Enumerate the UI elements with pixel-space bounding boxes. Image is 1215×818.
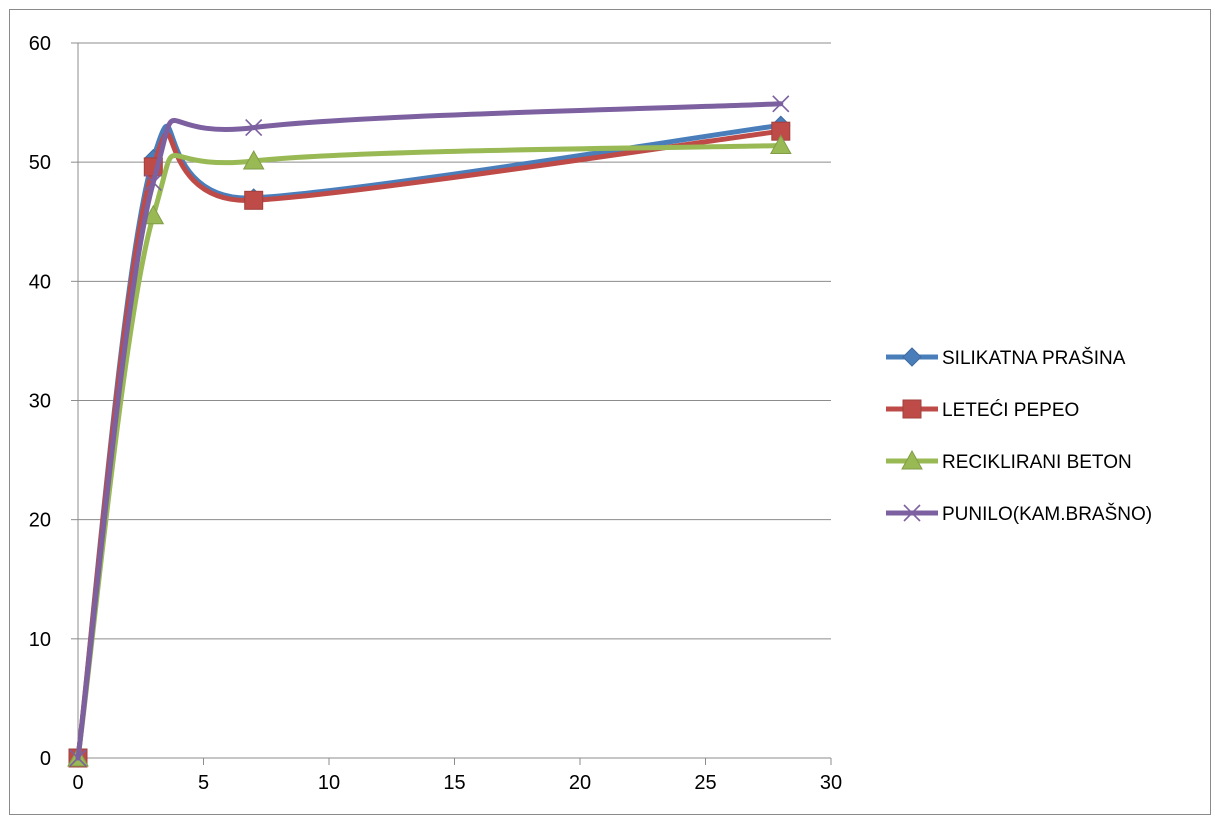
legend-label: SILIKATNA PRAŠINA xyxy=(942,347,1126,369)
data-point xyxy=(772,95,790,113)
series-1 xyxy=(68,121,791,768)
x-tick-label: 0 xyxy=(72,772,83,794)
legend-label: RECIKLIRANI BETON xyxy=(942,452,1132,473)
legend-item-3: PUNILO(KAM.BRAŠNO) xyxy=(886,503,1152,525)
legend: SILIKATNA PRAŠINA LETEĆI PEPEO RECIKLIRANI… xyxy=(886,347,1152,525)
chart-frame xyxy=(9,9,1211,815)
series-3 xyxy=(69,95,790,767)
axis-layer: 0 10 20 30 40 50 60 0 5 10 15 20 25 30 xyxy=(29,33,842,794)
legend-item-2: RECIKLIRANI BETON xyxy=(886,449,1132,473)
y-tick-label: 10 xyxy=(29,629,51,651)
series-line xyxy=(75,122,784,761)
data-point xyxy=(769,134,792,154)
y-tick-label: 30 xyxy=(29,391,51,413)
x-tick-label: 25 xyxy=(694,772,716,794)
x-tick-label: 5 xyxy=(198,772,209,794)
y-tick-label: 60 xyxy=(29,33,51,55)
x-tick-label: 30 xyxy=(820,772,842,794)
data-point xyxy=(244,190,264,210)
series-0 xyxy=(68,115,791,768)
x-tick-label: 10 xyxy=(318,772,340,794)
y-tick-label: 20 xyxy=(29,510,51,532)
y-tick-label: 0 xyxy=(40,748,51,770)
legend-label: PUNILO(KAM.BRAŠNO) xyxy=(942,503,1152,525)
y-tick-label: 50 xyxy=(29,152,51,174)
legend-label: LETEĆI PEPEO xyxy=(942,399,1079,421)
series-line xyxy=(75,128,784,761)
series-layer xyxy=(67,95,792,768)
data-point xyxy=(245,119,263,137)
legend-item-0: SILIKATNA PRAŠINA xyxy=(886,347,1126,369)
series-line xyxy=(75,101,784,761)
legend-marker xyxy=(902,347,922,367)
legend-item-1: LETEĆI PEPEO xyxy=(886,399,1079,421)
series-line xyxy=(75,142,784,761)
legend-marker xyxy=(901,449,923,470)
series-2 xyxy=(67,134,792,767)
y-tick-label: 40 xyxy=(29,271,51,293)
x-tick-label: 20 xyxy=(569,772,591,794)
legend-marker xyxy=(903,504,921,522)
x-tick-label: 15 xyxy=(443,772,465,794)
data-point xyxy=(242,149,265,170)
legend-marker xyxy=(902,399,922,419)
data-point xyxy=(144,173,162,191)
data-point xyxy=(69,749,87,767)
